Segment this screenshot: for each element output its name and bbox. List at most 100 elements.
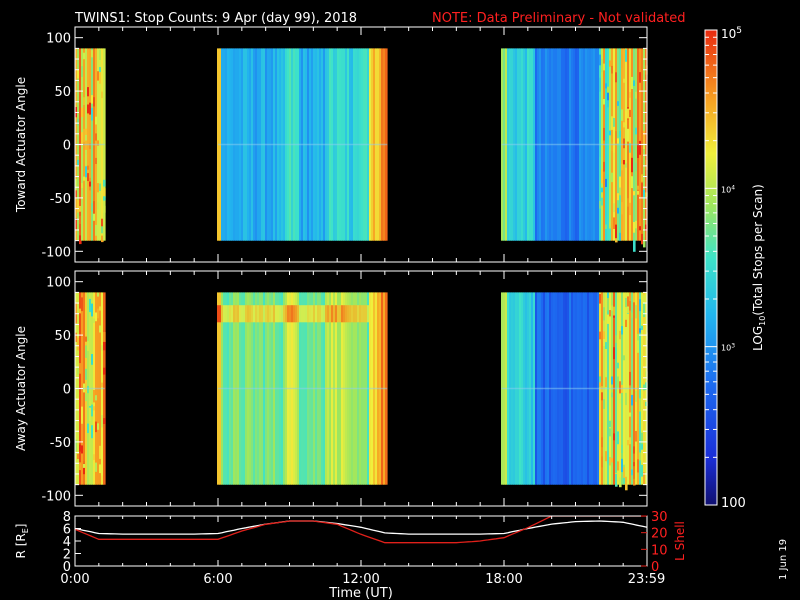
heatmap-cell <box>79 363 82 374</box>
heatmap-cell <box>631 394 634 406</box>
heatmap-cell <box>605 451 608 462</box>
heatmap-cell <box>621 54 624 68</box>
heatmap-band <box>225 305 228 323</box>
heatmap-band <box>317 305 320 323</box>
heatmap-cell <box>83 463 86 475</box>
heatmap-cell <box>81 406 84 420</box>
heatmap-cell <box>633 446 636 454</box>
heatmap-cell <box>611 142 614 151</box>
heatmap-band <box>313 305 316 323</box>
heatmap-cell <box>627 296 630 307</box>
heatmap-band <box>259 305 262 323</box>
heatmap-cell <box>85 345 88 358</box>
heatmap-cell <box>627 307 630 313</box>
y-right-tick-label: 10 <box>651 543 668 558</box>
heatmap-cell <box>87 104 90 114</box>
heatmap-band <box>265 305 268 323</box>
heatmap-cell <box>93 201 96 216</box>
colorbar-exponent: 3 <box>731 343 735 350</box>
heatmap-cell <box>645 382 648 390</box>
heatmap-cell <box>101 226 104 234</box>
heatmap-cell <box>103 188 106 198</box>
x-tick-label: 12:00 <box>342 572 379 587</box>
heatmap-cell <box>95 133 98 141</box>
heatmap-cell <box>629 202 632 216</box>
heatmap-cell <box>617 138 620 144</box>
heatmap-band <box>335 305 338 323</box>
heatmap-band <box>239 305 242 323</box>
heatmap-band <box>299 305 302 323</box>
heatmap-cell <box>607 174 610 181</box>
heatmap-band <box>241 305 244 323</box>
heatmap-cell <box>611 376 614 385</box>
heatmap-cell <box>599 54 602 66</box>
heatmap-cell <box>603 63 606 71</box>
heatmap-cell <box>627 198 630 207</box>
heatmap-band <box>227 305 230 323</box>
heatmap-band <box>231 305 234 323</box>
heatmap-cell <box>607 450 610 464</box>
heatmap-cell <box>601 386 604 393</box>
heatmap-cell <box>91 404 94 417</box>
heatmap-cell <box>599 331 602 340</box>
heatmap-cell <box>645 401 648 406</box>
heatmap-cell <box>609 130 612 136</box>
heatmap-cell <box>643 303 646 317</box>
heatmap-cell <box>607 100 610 108</box>
heatmap-cell <box>609 457 612 466</box>
heatmap-cell <box>607 298 610 311</box>
heatmap-cell <box>81 297 84 312</box>
heatmap-cell <box>103 196 106 201</box>
heatmap-band <box>341 305 344 323</box>
heatmap-cell <box>621 326 624 335</box>
heatmap-cell <box>91 203 94 212</box>
heatmap-cell <box>97 292 100 297</box>
heatmap-cell <box>605 178 608 187</box>
y-tick-label: 8 <box>63 510 71 525</box>
y-tick-label: 100 <box>46 32 71 47</box>
heatmap-cell <box>101 382 104 388</box>
heatmap-cell <box>635 390 638 402</box>
heatmap-cell <box>599 77 602 92</box>
heatmap-cell <box>99 445 102 459</box>
heatmap-cell <box>103 332 106 342</box>
heatmap-band <box>295 305 298 323</box>
heatmap-band <box>309 305 312 323</box>
heatmap-cell <box>631 469 634 476</box>
heatmap-cell <box>99 306 102 311</box>
heatmap-cell <box>639 81 642 93</box>
y-tick-label: -100 <box>41 245 71 260</box>
heatmap-cell <box>91 425 94 439</box>
heatmap-cell <box>99 49 102 60</box>
heatmap-band <box>251 305 254 323</box>
heatmap-cell <box>613 118 616 127</box>
heatmap-cell <box>625 49 628 62</box>
heatmap-cell <box>621 109 624 121</box>
heatmap-cell <box>615 335 618 343</box>
heatmap-cell <box>639 140 642 155</box>
heatmap-cell <box>81 445 84 454</box>
heatmap-cell <box>85 368 88 380</box>
heatmap-band <box>221 305 224 323</box>
heatmap-cell <box>625 297 628 308</box>
heatmap-cell <box>631 157 634 166</box>
heatmap-cell <box>601 197 604 206</box>
heatmap-cell <box>89 102 92 115</box>
heatmap-band <box>323 305 326 323</box>
heatmap-cell <box>621 444 624 453</box>
heatmap-cell <box>101 91 104 99</box>
heatmap-cell <box>641 174 644 182</box>
heatmap-cell <box>605 363 608 377</box>
heatmap-cell <box>635 431 638 442</box>
heatmap-cell <box>77 69 80 79</box>
heatmap-cell <box>619 186 622 196</box>
y-axis-label: Toward Actuator Angle <box>14 77 28 213</box>
heatmap-cell <box>613 217 616 229</box>
heatmap-band <box>283 305 286 323</box>
heatmap-cell <box>625 319 628 327</box>
away-heatmap-panel: -100 -50 0 50 100 Away Actuator Angle <box>14 270 648 507</box>
heatmap-cell <box>101 415 104 428</box>
heatmap-cell <box>617 431 620 445</box>
heatmap-cell <box>77 337 80 351</box>
